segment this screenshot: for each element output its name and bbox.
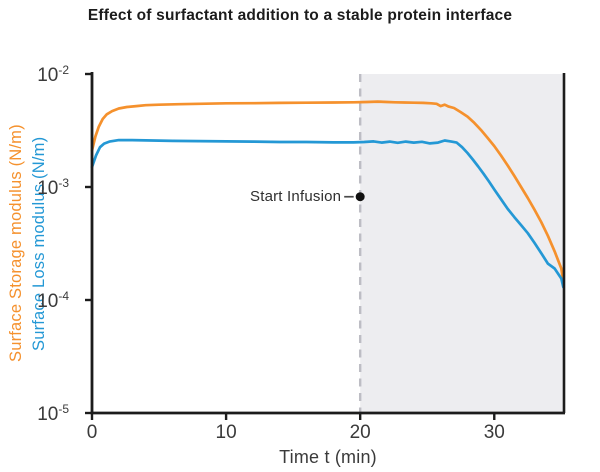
x-tick-label: 10 (216, 422, 237, 443)
post-infusion-shaded-region (360, 74, 564, 413)
x-tick-label: 0 (87, 422, 98, 443)
chart-title: Effect of surfactant addition to a stabl… (87, 7, 513, 24)
x-axis-label: Time t (min) (279, 447, 377, 467)
annotation-start-infusion-label: Start Infusion (250, 187, 342, 205)
x-tick-label: 20 (350, 422, 371, 443)
y-tick-label: 10-4 (37, 289, 69, 312)
annotation-dot (355, 192, 365, 202)
x-tick-label: 30 (484, 422, 505, 443)
storage-modulus-curve (90, 100, 565, 284)
y-tick-label: 10-2 (37, 63, 69, 86)
y-tick-label: 10-5 (37, 402, 69, 425)
y-tick-label: 10-3 (37, 176, 69, 199)
loss-modulus-curve (90, 138, 565, 289)
